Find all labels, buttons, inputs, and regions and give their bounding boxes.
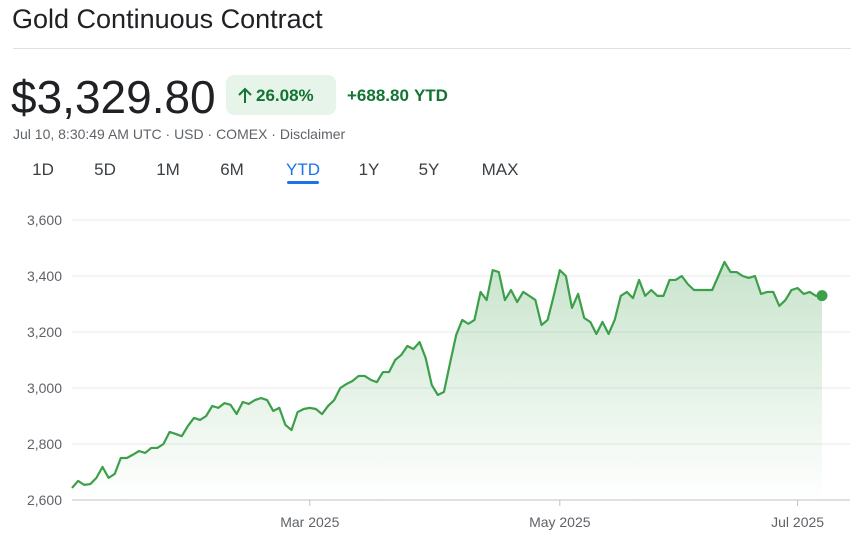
range-tab[interactable]: 5Y — [419, 160, 440, 179]
tab-underline — [287, 181, 319, 184]
last-point — [816, 290, 828, 302]
x-tick-label: Mar 2025 — [280, 514, 339, 530]
x-tick-label: May 2025 — [529, 514, 591, 530]
y-tick-label: 3,200 — [27, 324, 62, 340]
range-tab[interactable]: MAX — [482, 160, 519, 179]
y-tick-label: 3,400 — [27, 268, 62, 284]
range-tab[interactable]: 1M — [156, 160, 180, 179]
up-arrow — [238, 87, 252, 103]
change-percent: 26.08% — [256, 86, 314, 105]
price: $3,329.80 — [11, 71, 216, 123]
title: Gold Continuous Contract — [12, 4, 323, 34]
line — [71, 260, 823, 489]
y-tick-label: 2,800 — [27, 436, 62, 452]
range-tab[interactable]: 6M — [220, 160, 244, 179]
change-amount: +688.80 — [347, 86, 409, 105]
y-tick-label: 3,600 — [27, 212, 62, 228]
meta-info: Jul 10, 8:30:49 AM UTC · USD · COMEX · D… — [13, 126, 346, 142]
range-tab[interactable]: 1Y — [359, 160, 380, 179]
x-tick-label: Jul 2025 — [771, 514, 824, 530]
change-badge — [226, 75, 336, 115]
y-tick-label: 2,600 — [27, 492, 62, 508]
y-tick-label: 3,000 — [27, 380, 62, 396]
range-tab[interactable]: 5D — [94, 160, 116, 179]
change-value: +688.80 YTD — [347, 86, 448, 105]
range-tab[interactable]: YTD — [286, 160, 320, 179]
change-period: YTD — [414, 86, 448, 105]
range-tabs: 1D 5D 1M 6M YTD 1Y 5Y MAX — [32, 160, 518, 184]
chart: 2,600 2,800 3,000 3,200 3,400 3,600 Mar 2025 Ma… — [27, 212, 850, 530]
range-tab[interactable]: 1D — [32, 160, 54, 179]
